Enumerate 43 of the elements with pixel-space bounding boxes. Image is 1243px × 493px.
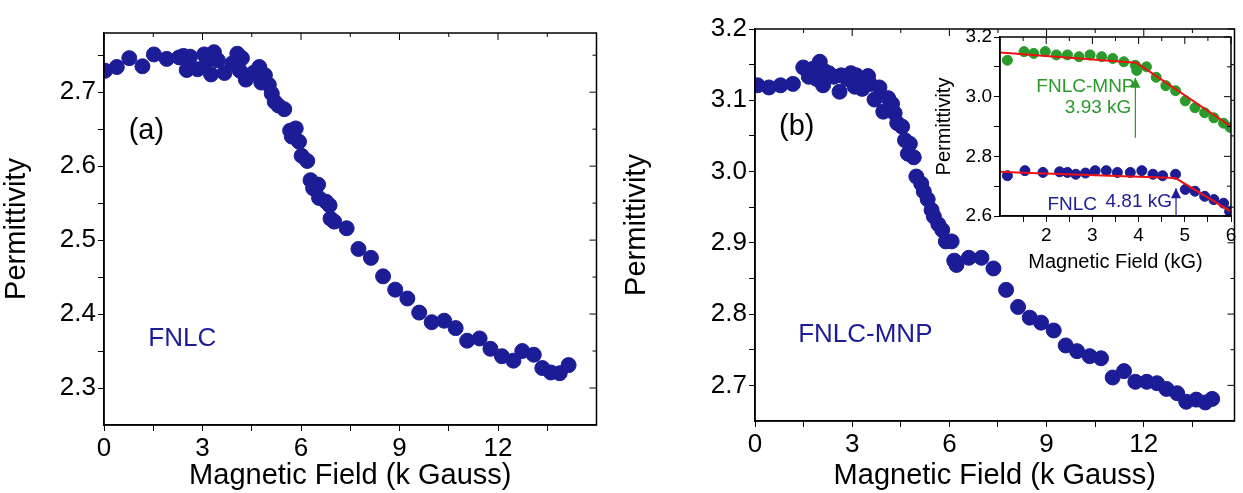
y-tick-label: 3.1 bbox=[710, 83, 747, 114]
annotation: 4.81 kG bbox=[1105, 190, 1173, 212]
annotation: (a) bbox=[128, 113, 165, 145]
x-tick-label: 6 bbox=[942, 427, 957, 458]
y-tick-label: 2.8 bbox=[965, 144, 992, 166]
y-tick-label: 2.8 bbox=[710, 297, 747, 328]
x-axis-title: Magnetic Field (k Gauss) bbox=[833, 457, 1156, 490]
y-tick-label: 2.6 bbox=[965, 204, 992, 226]
x-tick-label: 5 bbox=[1179, 223, 1191, 245]
text: FNLC bbox=[148, 321, 217, 352]
y-tick-label: 3.2 bbox=[710, 12, 747, 43]
y-tick-label: 3.2 bbox=[965, 25, 992, 47]
y-axis-title: Permittivity bbox=[931, 77, 954, 176]
x-tick-label: 3 bbox=[1087, 223, 1098, 245]
point bbox=[1170, 168, 1182, 180]
y-tick-label: 3.0 bbox=[965, 84, 992, 106]
x-tick-label: 2 bbox=[1040, 223, 1052, 245]
point bbox=[1001, 54, 1013, 66]
annotation: 3.93 kG bbox=[1064, 96, 1132, 118]
point bbox=[1136, 165, 1148, 177]
y-axis-title: Permittivity bbox=[0, 157, 32, 300]
y-tick-label: 2.3 bbox=[59, 371, 96, 402]
y-tick-label: 2.9 bbox=[710, 225, 747, 256]
x-tick-label: 12 bbox=[1129, 427, 1159, 458]
x-tick-label: 4 bbox=[1133, 223, 1145, 245]
y-tick-label: 2.4 bbox=[59, 297, 96, 328]
y-tick-label: 2.6 bbox=[59, 149, 96, 180]
annotation: (b) bbox=[778, 109, 815, 141]
x-tick-label: 0 bbox=[747, 427, 763, 458]
x-tick-label: 3 bbox=[844, 427, 860, 458]
y-tick-label: 3.0 bbox=[710, 154, 747, 185]
x-tick-label: 0 bbox=[96, 431, 112, 462]
series-label: FNLC bbox=[1047, 192, 1098, 214]
y-tick-label: 2.5 bbox=[59, 223, 96, 254]
series-label: FNLC-MNP bbox=[798, 317, 933, 348]
x-axis-title: Magnetic Field (kG) bbox=[1028, 249, 1203, 272]
y-axis-title: Permittivity bbox=[619, 153, 652, 296]
point bbox=[1100, 165, 1112, 177]
y-tick-label: 2.7 bbox=[710, 368, 747, 399]
y-tick-label: 2.7 bbox=[59, 75, 96, 106]
legend-label: FNLC-MNP bbox=[1036, 75, 1135, 97]
point bbox=[1189, 102, 1201, 114]
x-tick-label: 9 bbox=[1039, 427, 1054, 458]
